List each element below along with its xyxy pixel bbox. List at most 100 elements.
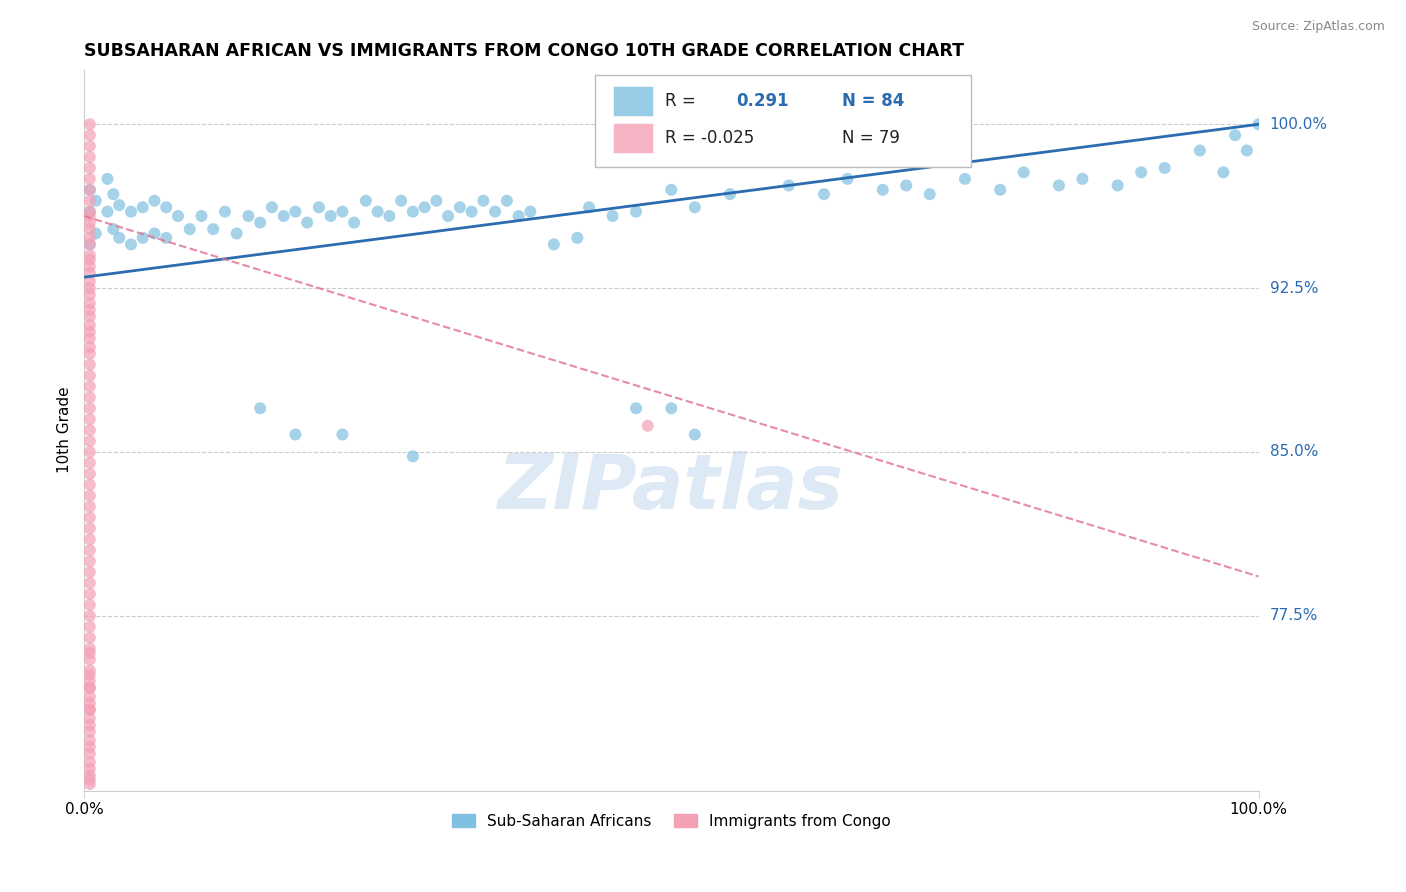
Point <box>132 200 155 214</box>
Point <box>79 325 101 339</box>
Point <box>79 445 101 459</box>
Point <box>79 275 101 289</box>
Point <box>79 646 101 660</box>
Point <box>389 194 412 208</box>
Point <box>143 227 166 241</box>
Point <box>413 200 436 214</box>
Point <box>108 231 131 245</box>
Point <box>79 302 101 317</box>
Point <box>79 768 101 782</box>
Point <box>79 296 101 310</box>
Point <box>103 187 125 202</box>
Point <box>155 231 177 245</box>
Text: 77.5%: 77.5% <box>1270 608 1317 624</box>
Point <box>79 608 101 623</box>
Point <box>79 231 101 245</box>
Point <box>79 237 101 252</box>
Point <box>354 194 377 208</box>
Point <box>84 194 107 208</box>
FancyBboxPatch shape <box>613 123 652 153</box>
Point <box>79 368 101 383</box>
FancyBboxPatch shape <box>595 75 970 167</box>
Point <box>79 747 101 761</box>
Point <box>79 777 101 791</box>
Point <box>79 209 101 223</box>
Point <box>79 762 101 776</box>
Point <box>484 204 506 219</box>
Point <box>79 664 101 678</box>
Point <box>79 128 101 143</box>
Point <box>79 772 101 787</box>
Point <box>1212 165 1234 179</box>
Point <box>79 266 101 280</box>
Point <box>79 554 101 568</box>
Point <box>79 204 101 219</box>
Point <box>79 681 101 695</box>
Point <box>79 252 101 267</box>
Point <box>79 755 101 769</box>
Point <box>1071 172 1094 186</box>
Point <box>1130 165 1153 179</box>
Point <box>103 222 125 236</box>
Point <box>367 204 389 219</box>
Point <box>79 340 101 354</box>
Point <box>79 703 101 717</box>
Point <box>79 281 101 295</box>
Legend: Sub-Saharan Africans, Immigrants from Congo: Sub-Saharan Africans, Immigrants from Co… <box>446 807 897 835</box>
Point <box>332 204 354 219</box>
Point <box>79 543 101 558</box>
Text: 85.0%: 85.0% <box>1270 444 1317 459</box>
Point <box>79 711 101 725</box>
Point <box>1107 178 1129 193</box>
Point <box>1153 161 1175 175</box>
Point <box>543 237 565 252</box>
Point <box>79 237 101 252</box>
Point <box>79 674 101 689</box>
Point <box>495 194 517 208</box>
Text: 0.291: 0.291 <box>735 92 789 110</box>
Point <box>79 739 101 754</box>
Point <box>260 200 283 214</box>
Point <box>132 231 155 245</box>
Point <box>79 310 101 324</box>
Point <box>79 183 101 197</box>
Point <box>284 427 307 442</box>
Point <box>683 200 706 214</box>
Point <box>988 183 1011 197</box>
Point <box>519 204 541 219</box>
Point <box>79 576 101 591</box>
Point <box>1188 144 1211 158</box>
Point <box>295 216 318 230</box>
Point <box>602 209 624 223</box>
Point <box>167 209 190 223</box>
Point <box>79 467 101 481</box>
Point <box>120 237 142 252</box>
Point <box>79 703 101 717</box>
Point <box>1236 144 1258 158</box>
Point <box>79 620 101 634</box>
Point <box>953 172 976 186</box>
Point <box>249 216 271 230</box>
Point <box>79 260 101 274</box>
Point <box>79 172 101 186</box>
Point <box>143 194 166 208</box>
Point <box>120 204 142 219</box>
Point <box>79 598 101 612</box>
Text: 92.5%: 92.5% <box>1270 281 1319 295</box>
Point <box>79 565 101 579</box>
Point <box>1012 165 1035 179</box>
Text: Source: ZipAtlas.com: Source: ZipAtlas.com <box>1251 20 1385 33</box>
Point <box>79 139 101 153</box>
Point <box>472 194 495 208</box>
Point <box>837 172 859 186</box>
Text: ZIPatlas: ZIPatlas <box>498 450 844 524</box>
Point <box>79 390 101 404</box>
Text: N = 79: N = 79 <box>842 129 900 147</box>
Point <box>79 346 101 360</box>
Text: SUBSAHARAN AFRICAN VS IMMIGRANTS FROM CONGO 10TH GRADE CORRELATION CHART: SUBSAHARAN AFRICAN VS IMMIGRANTS FROM CO… <box>84 42 965 60</box>
Point <box>79 500 101 514</box>
Point <box>896 178 918 193</box>
Point <box>402 450 425 464</box>
Text: R =: R = <box>665 92 696 110</box>
Point <box>79 318 101 333</box>
